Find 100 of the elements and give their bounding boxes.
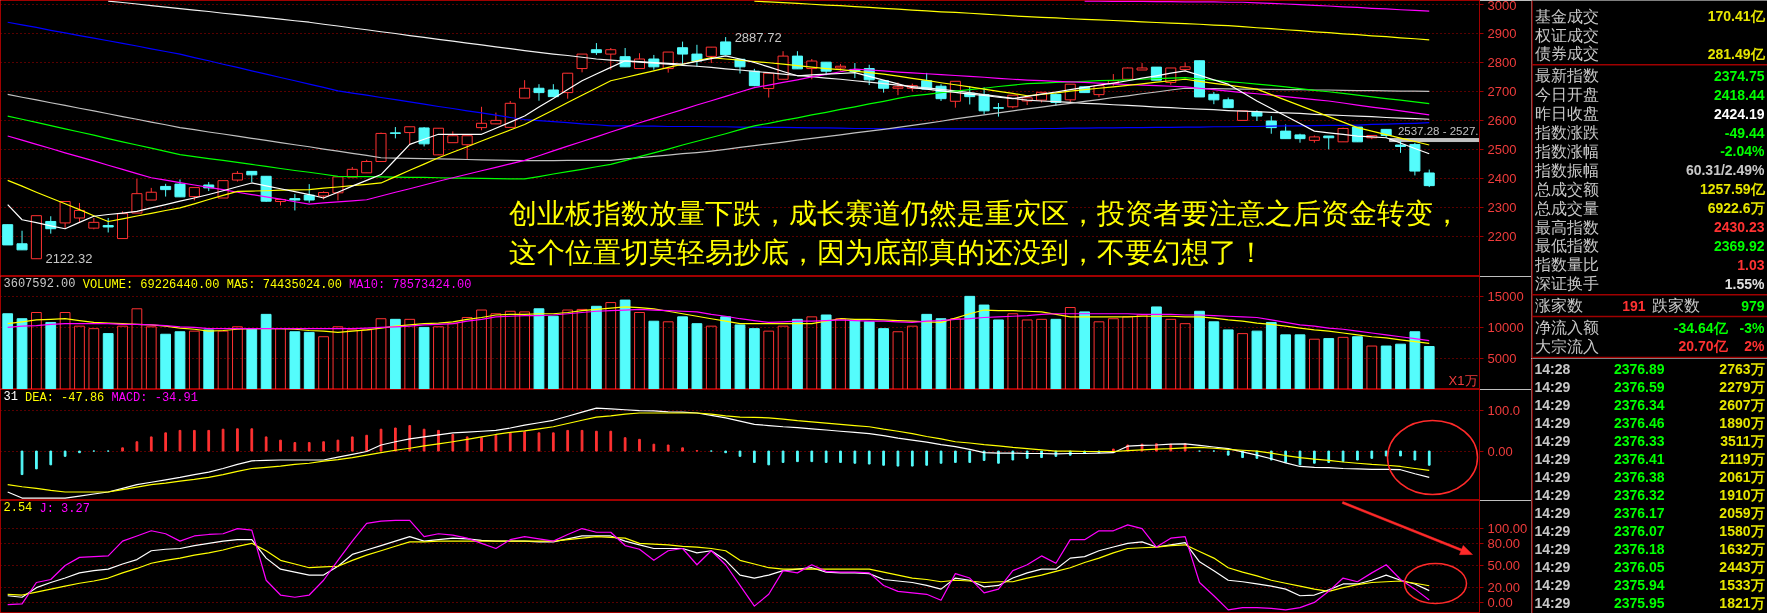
text: 31 xyxy=(3,389,18,404)
text: 2% xyxy=(1744,338,1766,355)
text: 2.54 xyxy=(3,500,33,515)
annotation: 2887.72 xyxy=(734,29,782,45)
text: 14:29 xyxy=(1534,576,1571,593)
chart-title: 3607592.00 xyxy=(3,276,76,291)
text: 净流入额 xyxy=(1534,318,1599,337)
text: 总成交量 xyxy=(1533,198,1599,218)
text: 2376.41 xyxy=(1613,450,1665,467)
text: 2376.38 xyxy=(1613,468,1665,485)
text: DEA: -47.86 xyxy=(25,390,105,405)
y-tick-label: 2800 xyxy=(1487,54,1517,70)
text: 14:29 xyxy=(1534,396,1571,413)
text: 191 xyxy=(1622,297,1646,314)
text: 2375.94 xyxy=(1613,576,1665,593)
annotation: VOLUME: 69226440.00 xyxy=(82,277,220,292)
text: 60.31/2.49% xyxy=(1685,162,1766,179)
text: 14:29 xyxy=(1534,486,1571,503)
text: J: 3.27 xyxy=(39,501,90,516)
text: 最新指数 xyxy=(1534,66,1599,86)
text: 1.55% xyxy=(1724,275,1766,292)
text: 281.49亿 xyxy=(1707,45,1766,62)
text: 今日开盘 xyxy=(1534,85,1599,105)
text: 权证成交 xyxy=(1533,25,1599,45)
text: 2607万 xyxy=(1719,396,1765,413)
text: 最高指数 xyxy=(1534,217,1599,237)
text: 指数涨幅 xyxy=(1533,141,1599,161)
text: 14:29 xyxy=(1534,594,1571,611)
text: 2376.05 xyxy=(1613,558,1665,575)
y-tick-label: 20.00 xyxy=(1487,580,1521,596)
y-tick-label: 2500 xyxy=(1487,141,1517,157)
annotation: 这个位置切莫轻易抄底，因为底部真的还没到，不要幻想了！ xyxy=(508,236,1265,269)
text: 14:29 xyxy=(1534,378,1571,395)
text: MA5: 74435024.00 xyxy=(226,277,342,292)
text: 14:29 xyxy=(1534,504,1571,521)
text: 总成交额 xyxy=(1533,179,1599,199)
text: 2376.34 xyxy=(1613,396,1665,413)
band-label: 2537.28 - 2527. xyxy=(1397,124,1479,137)
text: 基金成交 xyxy=(1534,6,1599,26)
text: 指数量比 xyxy=(1533,255,1599,275)
text: 979 xyxy=(1741,297,1765,314)
text: 最低指数 xyxy=(1534,236,1599,256)
text: 2430.23 xyxy=(1713,219,1765,235)
y-tick-label: 80.00 xyxy=(1487,535,1521,551)
text: -2.04% xyxy=(1720,143,1766,160)
text: 20.70亿 xyxy=(1678,338,1729,355)
text: 2059万 xyxy=(1719,504,1765,521)
text: 1580万 xyxy=(1719,522,1765,539)
y-tick-label: 100.0 xyxy=(1487,403,1521,419)
text: 2763万 xyxy=(1719,360,1765,377)
text: 1632万 xyxy=(1719,540,1765,557)
text: 2061万 xyxy=(1719,468,1765,485)
y-tick-label: 15000 xyxy=(1487,288,1524,304)
text: 2376.18 xyxy=(1613,540,1665,557)
y-tick-label: 2600 xyxy=(1487,112,1517,128)
y-tick-label: 3000 xyxy=(1487,0,1517,13)
y-tick-label: 0.00 xyxy=(1487,443,1513,459)
text: 14:29 xyxy=(1534,450,1571,467)
y-tick-label: 2200 xyxy=(1487,228,1517,244)
text: 1533万 xyxy=(1719,576,1765,593)
text: MA10: 78573424.00 xyxy=(349,277,472,292)
y-tick-label: 5000 xyxy=(1487,350,1517,366)
text: 2376.07 xyxy=(1613,522,1665,539)
text: MACD: -34.91 xyxy=(111,390,198,405)
text: 1890万 xyxy=(1719,414,1765,431)
text: 债券成交 xyxy=(1534,44,1599,64)
text: 6922.6万 xyxy=(1707,200,1765,217)
text: 涨家数 xyxy=(1534,296,1583,316)
annotation: 创业板指数放量下跌，成长赛道仍然是重灾区，投资者要注意之后资金转变， xyxy=(508,197,1461,230)
text: 14:29 xyxy=(1534,414,1571,431)
y-tick-label: 50.00 xyxy=(1487,557,1521,573)
text: 2376.89 xyxy=(1613,360,1665,377)
text: -3% xyxy=(1739,319,1766,336)
y-axis-title: X1万 xyxy=(1448,372,1478,388)
y-tick-label: 2300 xyxy=(1487,199,1517,215)
text: 2369.92 xyxy=(1713,237,1765,254)
text: 2376.32 xyxy=(1613,486,1665,503)
text: 2374.75 xyxy=(1713,67,1765,84)
text: 2418.44 xyxy=(1713,86,1765,103)
text: -34.64亿 xyxy=(1673,319,1729,336)
y-tick-label: 10000 xyxy=(1487,319,1524,335)
text: 3511万 xyxy=(1720,432,1765,449)
text: 深证换手 xyxy=(1534,274,1599,294)
text: 14:29 xyxy=(1534,432,1571,449)
text: 2376.17 xyxy=(1613,504,1665,521)
text: 2424.19 xyxy=(1713,105,1765,122)
annotation: 2122.32 xyxy=(45,251,93,267)
text: 昨日收盘 xyxy=(1534,104,1599,124)
y-tick-label: 100.00 xyxy=(1487,521,1528,537)
text: -49.44 xyxy=(1724,124,1765,141)
text: 2376.33 xyxy=(1613,432,1665,449)
text: 跌家数 xyxy=(1651,296,1700,316)
text: 14:29 xyxy=(1534,558,1571,575)
text: 指数涨跌 xyxy=(1533,123,1599,142)
text: 大宗流入 xyxy=(1534,336,1599,356)
text: 170.41亿 xyxy=(1707,8,1766,25)
text: 2376.59 xyxy=(1613,378,1665,395)
text: 14:29 xyxy=(1534,540,1571,557)
text: 1257.59亿 xyxy=(1699,181,1766,198)
y-tick-label: 0.00 xyxy=(1487,594,1513,610)
